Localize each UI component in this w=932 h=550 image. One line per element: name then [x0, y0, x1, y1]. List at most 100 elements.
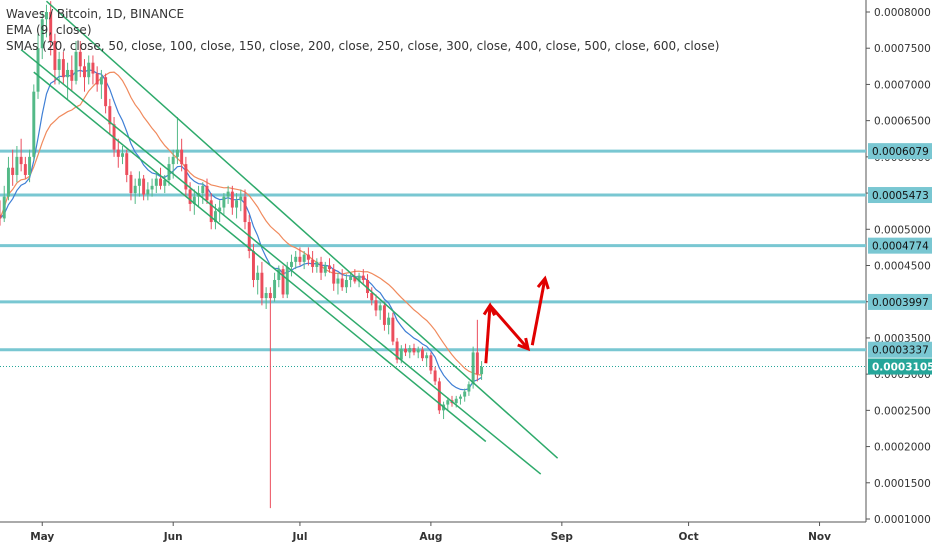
candle — [146, 182, 150, 201]
candle — [70, 55, 74, 92]
candle — [323, 261, 327, 277]
candle — [374, 294, 378, 317]
candle — [74, 40, 78, 85]
legend-ema: EMA (9, close) — [6, 23, 92, 37]
candle-body — [116, 149, 120, 157]
x-tick-label: Nov — [808, 531, 831, 543]
candle-body — [463, 391, 467, 397]
candle-body — [328, 265, 331, 270]
candle — [175, 117, 179, 165]
candle-body — [23, 164, 27, 175]
candle-body — [311, 259, 315, 267]
candle — [349, 272, 353, 288]
candle — [442, 401, 446, 420]
level-badge-label: 0.0006079 — [872, 146, 929, 158]
candle-body — [298, 256, 302, 262]
candle-body — [374, 300, 378, 311]
candle-body — [125, 153, 129, 175]
y-tick-label: 0.0007500 — [874, 43, 931, 55]
candle-body — [264, 293, 268, 299]
candle-body — [412, 348, 416, 353]
candle — [463, 388, 467, 402]
candle-body — [268, 293, 272, 299]
candle-body — [239, 196, 243, 201]
candle-body — [471, 352, 475, 385]
candle — [142, 174, 146, 201]
candle-body — [129, 174, 133, 194]
candle — [66, 62, 70, 99]
candle — [260, 261, 264, 306]
candle — [163, 174, 167, 194]
candle — [129, 171, 133, 201]
candle — [11, 149, 15, 186]
candle-body — [83, 66, 86, 78]
candle — [382, 301, 386, 331]
y-tick-label: 0.0004500 — [874, 261, 931, 273]
candle-body — [184, 164, 188, 190]
candle — [298, 247, 302, 266]
candle — [83, 59, 86, 92]
candle-body — [387, 317, 391, 325]
candle — [395, 337, 399, 364]
candle-body — [192, 196, 196, 204]
candle-body — [49, 12, 53, 41]
candle-body — [475, 352, 479, 375]
y-tick-label: 0.0006500 — [874, 116, 931, 128]
level-badge — [868, 187, 932, 204]
candle-body — [370, 293, 374, 301]
candle — [121, 145, 124, 165]
level-badge — [868, 237, 932, 254]
candle-body — [408, 348, 412, 353]
x-tick-label: Aug — [419, 531, 442, 543]
candle-body — [133, 185, 137, 194]
candle — [281, 265, 285, 299]
candle — [370, 287, 374, 306]
candle-body — [6, 167, 10, 197]
candle-body — [205, 185, 209, 201]
candle-body — [285, 266, 289, 295]
candle-body — [121, 153, 124, 157]
candle-body — [235, 200, 239, 208]
candle-body — [108, 106, 112, 125]
candle-body — [353, 276, 357, 282]
y-tick-label: 0.0001500 — [874, 478, 931, 490]
level-badge-label: 0.0004774 — [872, 241, 929, 253]
y-tick-label: 0.0005000 — [874, 224, 931, 236]
candle-body — [420, 349, 424, 359]
candle-body — [150, 185, 154, 190]
candle — [315, 258, 319, 273]
candle-body — [180, 149, 184, 165]
candle — [332, 264, 336, 291]
candle-body — [44, 12, 48, 20]
candle-body — [146, 189, 150, 195]
x-tick-label: Sep — [551, 531, 574, 543]
candle-body — [382, 305, 386, 325]
candle — [433, 366, 437, 386]
candle — [192, 189, 196, 215]
candle-body — [429, 355, 433, 371]
candle-body — [416, 349, 420, 353]
level-badge — [868, 293, 932, 310]
candle — [290, 254, 293, 277]
projection-arrow-head — [517, 337, 531, 352]
candle — [336, 272, 340, 295]
candle-body — [66, 69, 70, 78]
candle-body — [306, 254, 310, 260]
candle-body — [222, 196, 226, 208]
candle-body — [70, 69, 74, 81]
candle — [201, 182, 205, 204]
candle-body — [357, 275, 361, 282]
candle-body — [251, 251, 255, 280]
candle — [387, 312, 391, 335]
x-tick-label: Jul — [291, 531, 307, 543]
y-tick-label: 0.0002500 — [874, 405, 931, 417]
candle — [226, 185, 230, 204]
candle — [15, 145, 19, 183]
y-tick-label: 0.0002000 — [874, 442, 931, 454]
trend-line — [20, 49, 542, 475]
candle — [87, 55, 91, 85]
candle-body — [281, 269, 285, 295]
candle — [391, 312, 395, 346]
candle-body — [0, 214, 2, 219]
